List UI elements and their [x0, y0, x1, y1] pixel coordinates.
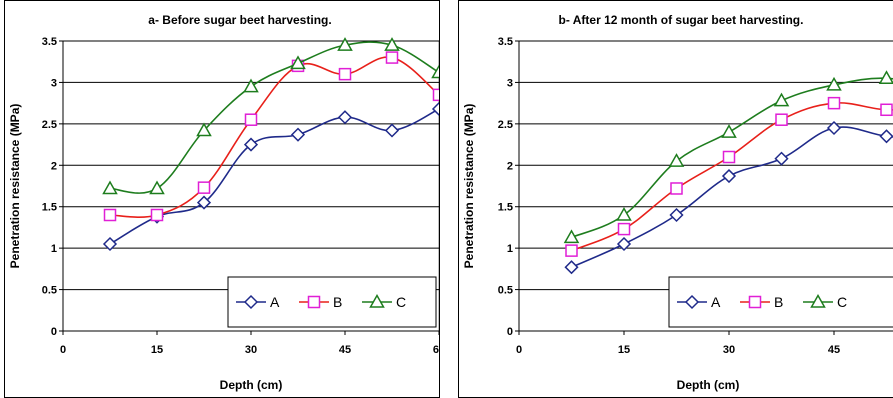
series-line-C: [109, 41, 439, 194]
series-A: [564, 120, 893, 275]
data-point-C: [102, 180, 118, 195]
y-tick-label: 3.5: [42, 36, 57, 48]
x-tick-label: 45: [828, 344, 840, 356]
data-point-C: [337, 37, 353, 51]
data-point-A: [774, 151, 789, 166]
legend-marker-A: [684, 294, 700, 310]
y-tick-label: 0: [507, 326, 513, 338]
legend-marker-A: [243, 294, 259, 310]
y-tick-label: 1: [51, 243, 57, 255]
data-point-B: [775, 113, 788, 126]
legend-label-C: C: [837, 294, 847, 310]
data-point-C: [563, 229, 580, 244]
data-point-B: [880, 103, 893, 117]
legend: A B C: [227, 276, 437, 328]
data-point-A: [616, 236, 632, 252]
y-axis-label: Penetration resistance (MPa): [462, 104, 476, 269]
data-point-B: [432, 88, 439, 102]
data-point-A: [564, 260, 579, 275]
data-point-B: [244, 113, 258, 126]
y-tick-label: 3.5: [498, 36, 513, 48]
data-point-A: [290, 127, 306, 142]
data-point-B: [722, 150, 736, 164]
x-tick-label: 30: [245, 344, 257, 356]
legend-label-C: C: [396, 294, 406, 310]
legend: A B C: [668, 276, 893, 328]
data-point-A: [337, 110, 353, 125]
y-tick-label: 3: [51, 77, 57, 89]
data-point-B: [670, 182, 683, 195]
data-point-C: [243, 78, 259, 93]
data-point-A: [669, 207, 684, 223]
series-B: [565, 96, 893, 257]
data-point-C: [668, 153, 685, 167]
legend-marker-B: [748, 295, 762, 309]
x-tick-label: 0: [516, 344, 522, 356]
data-point-B: [565, 244, 578, 257]
data-point-C: [773, 92, 790, 107]
data-point-A: [721, 168, 737, 184]
legend-marker-C: [369, 293, 385, 308]
x-tick-label: 15: [618, 344, 630, 356]
y-axis-label: Penetration resistance (MPa): [8, 104, 22, 269]
legend-label-B: B: [333, 294, 342, 310]
series-line-C: [571, 77, 893, 239]
x-tick-label: 30: [723, 344, 735, 356]
series-C: [563, 70, 893, 244]
data-point-C: [384, 37, 400, 51]
data-point-B: [150, 208, 164, 222]
legend-marker-B: [307, 295, 321, 309]
data-point-A: [196, 195, 212, 210]
series-line-B: [109, 56, 439, 218]
y-tick-label: 1: [507, 243, 513, 255]
chart-a-svg: 0 0.5 1 1.5 2 2.5 3 3.5 0 15 30 45 60 a- Before sugar…: [8, 13, 439, 392]
data-point-B: [338, 67, 352, 81]
y-tick-label: 2.5: [498, 119, 513, 131]
data-point-B: [827, 96, 841, 110]
chart-b-svg: 00.511.522.533.5015304560b- After 12 mon…: [462, 13, 893, 392]
y-tick-label: 2: [51, 160, 57, 172]
x-tick-label: 60: [433, 344, 439, 356]
data-point-B: [617, 222, 631, 236]
data-point-B: [197, 181, 211, 194]
y-tick-label: 0.5: [42, 285, 57, 297]
data-point-B: [385, 51, 399, 64]
data-point-C: [826, 76, 842, 91]
y-tick-label: 1.5: [498, 202, 513, 214]
chart-panel-b: 00.511.522.533.5015304560b- After 12 mon…: [458, 0, 893, 398]
data-point-A: [102, 236, 118, 252]
y-tick-label: 0.5: [498, 285, 513, 297]
x-axis-label: Depth (cm): [220, 378, 283, 392]
chart-title: b- After 12 month of sugar beet harvesti…: [559, 13, 804, 27]
data-point-A: [431, 101, 439, 117]
data-point-A: [826, 120, 842, 136]
x-tick-label: 45: [339, 344, 351, 356]
data-point-C: [149, 180, 165, 195]
x-tick-label: 15: [151, 344, 163, 356]
data-point-C: [290, 55, 306, 70]
x-axis-label: Depth (cm): [677, 378, 740, 392]
chart-title: a- Before sugar beet harvesting.: [148, 13, 331, 27]
series-C: [102, 37, 439, 195]
data-point-B: [103, 208, 117, 222]
legend-label-A: A: [270, 294, 280, 310]
legend-marker-C: [810, 293, 826, 308]
legend-label-A: A: [711, 294, 721, 310]
y-tick-label: 2: [507, 160, 513, 172]
x-tick-label: 0: [60, 344, 66, 356]
data-point-A: [879, 129, 893, 144]
legend-label-B: B: [774, 294, 783, 310]
data-point-A: [243, 137, 259, 152]
y-tick-label: 2.5: [42, 119, 57, 131]
data-point-C: [196, 122, 212, 137]
data-point-A: [384, 123, 400, 138]
data-point-C: [878, 70, 893, 85]
y-tick-label: 1.5: [42, 202, 57, 214]
y-tick-label: 0: [51, 326, 57, 338]
y-tick-label: 3: [507, 77, 513, 89]
data-point-C: [616, 206, 632, 221]
chart-panel-a: 0 0.5 1 1.5 2 2.5 3 3.5 0 15 30 45 60 a- Before sugar…: [4, 0, 440, 398]
data-point-C: [431, 64, 439, 79]
data-point-C: [721, 124, 737, 138]
